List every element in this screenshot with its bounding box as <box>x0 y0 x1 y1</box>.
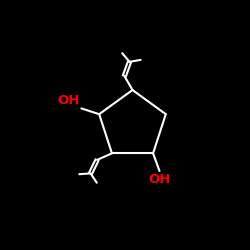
Text: OH: OH <box>58 94 80 107</box>
Text: OH: OH <box>148 174 171 186</box>
